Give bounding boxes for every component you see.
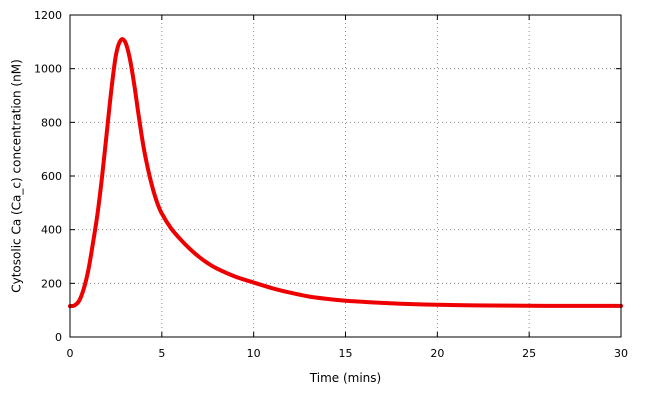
x-tick-label: 5 [158,347,165,360]
series-line-0 [68,37,623,309]
y-tick-label: 0 [55,331,62,344]
x-tick-label: 25 [522,347,536,360]
x-tick-label: 20 [430,347,444,360]
y-tick-label: 600 [41,170,62,183]
x-tick-label: 10 [247,347,261,360]
y-axis-title: Cytosolic Ca (Ca_c) concentration (nM) [10,59,24,293]
x-axis-title: Time (mins) [309,371,381,385]
x-tick-label: 15 [339,347,353,360]
x-tick-label: 0 [67,347,74,360]
y-tick-label: 1200 [34,9,62,22]
y-tick-label: 200 [41,277,62,290]
axis-ticks: 0 5 10 15 20 25 30 0 200 400 600 800 1000 1200 [34,9,628,360]
series-layer [68,37,623,309]
grid-lines [70,15,621,337]
x-tick-label: 30 [614,347,628,360]
y-tick-label: 400 [41,224,62,237]
y-tick-label: 1000 [34,63,62,76]
y-tick-label: 800 [41,116,62,129]
